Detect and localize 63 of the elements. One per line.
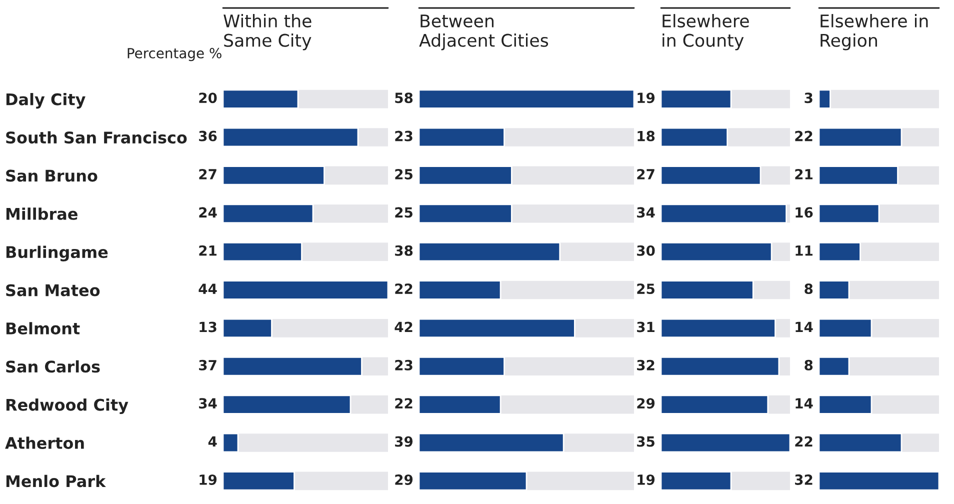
text: Percentage %: [128, 48, 222, 62]
data-label: 32: [637, 360, 654, 370]
data-label: 18: [638, 130, 655, 142]
y-tick-label: San Mateo: [6, 284, 100, 296]
data-label: 39: [395, 436, 413, 447]
data-label: 29: [637, 398, 655, 409]
y-tick-label: Belmont: [6, 322, 80, 334]
bar: [661, 204, 788, 224]
chart-title: Elsewhere in Region: [820, 14, 928, 50]
data-label: 42: [394, 322, 412, 332]
data-label: 27: [199, 168, 216, 180]
data-label: 22: [795, 436, 812, 447]
data-label: 30: [637, 245, 655, 256]
data-label: 11: [796, 246, 812, 256]
y-tick-label: San Carlos: [6, 360, 100, 373]
data-label: 58: [395, 92, 413, 104]
y-tick-label: Millbrae: [6, 208, 78, 220]
data-label: 16: [796, 207, 813, 218]
y-tick-label: Daly City: [6, 93, 86, 109]
y-tick-label: South San Francisco: [6, 131, 187, 144]
data-label: 23: [395, 130, 412, 142]
bar: [223, 432, 239, 453]
data-label: 13: [200, 322, 216, 332]
data-label: 35: [637, 436, 654, 447]
data-label: 19: [638, 474, 655, 485]
data-label: 27: [637, 168, 654, 180]
chart-title: Between Adjacent Cities: [419, 14, 548, 50]
data-label: 8: [804, 360, 813, 370]
data-label: 44: [198, 284, 217, 294]
data-label: 22: [395, 284, 412, 294]
y-tick-label: Atherton: [5, 436, 84, 450]
data-label: 21: [795, 168, 812, 180]
data-label: 34: [199, 398, 217, 409]
data-label: 34: [637, 207, 655, 218]
data-label: 21: [199, 245, 216, 256]
y-tick-label: San Bruno: [6, 170, 98, 182]
chart-title: Elsewhere in County: [662, 14, 749, 50]
data-label: 19: [200, 474, 217, 485]
y-tick-label: Menlo Park: [6, 474, 106, 488]
data-label: 37: [199, 360, 216, 370]
data-label: 25: [395, 207, 412, 218]
data-label: 25: [395, 168, 412, 180]
data-label: 14: [796, 398, 813, 408]
data-label: 3: [804, 92, 812, 104]
chart-title: Within the Same City: [224, 14, 312, 50]
data-label: 29: [395, 474, 413, 485]
bar: [819, 89, 831, 109]
data-label: 22: [795, 130, 812, 142]
data-label: 25: [637, 284, 654, 294]
data-label: 32: [795, 474, 812, 485]
data-label: 36: [199, 130, 217, 142]
data-label: 24: [199, 207, 217, 218]
data-label: 19: [638, 92, 655, 104]
data-label: 8: [804, 284, 813, 294]
data-label: 23: [395, 360, 412, 370]
data-label: 22: [395, 398, 412, 408]
data-label: 38: [395, 245, 413, 256]
y-tick-label: Redwood City: [6, 398, 128, 414]
data-label: 14: [796, 322, 813, 332]
data-label: 4: [208, 436, 217, 447]
y-tick-label: Burlingame: [6, 246, 108, 262]
data-label: 31: [637, 322, 654, 332]
data-label: 20: [199, 92, 217, 104]
